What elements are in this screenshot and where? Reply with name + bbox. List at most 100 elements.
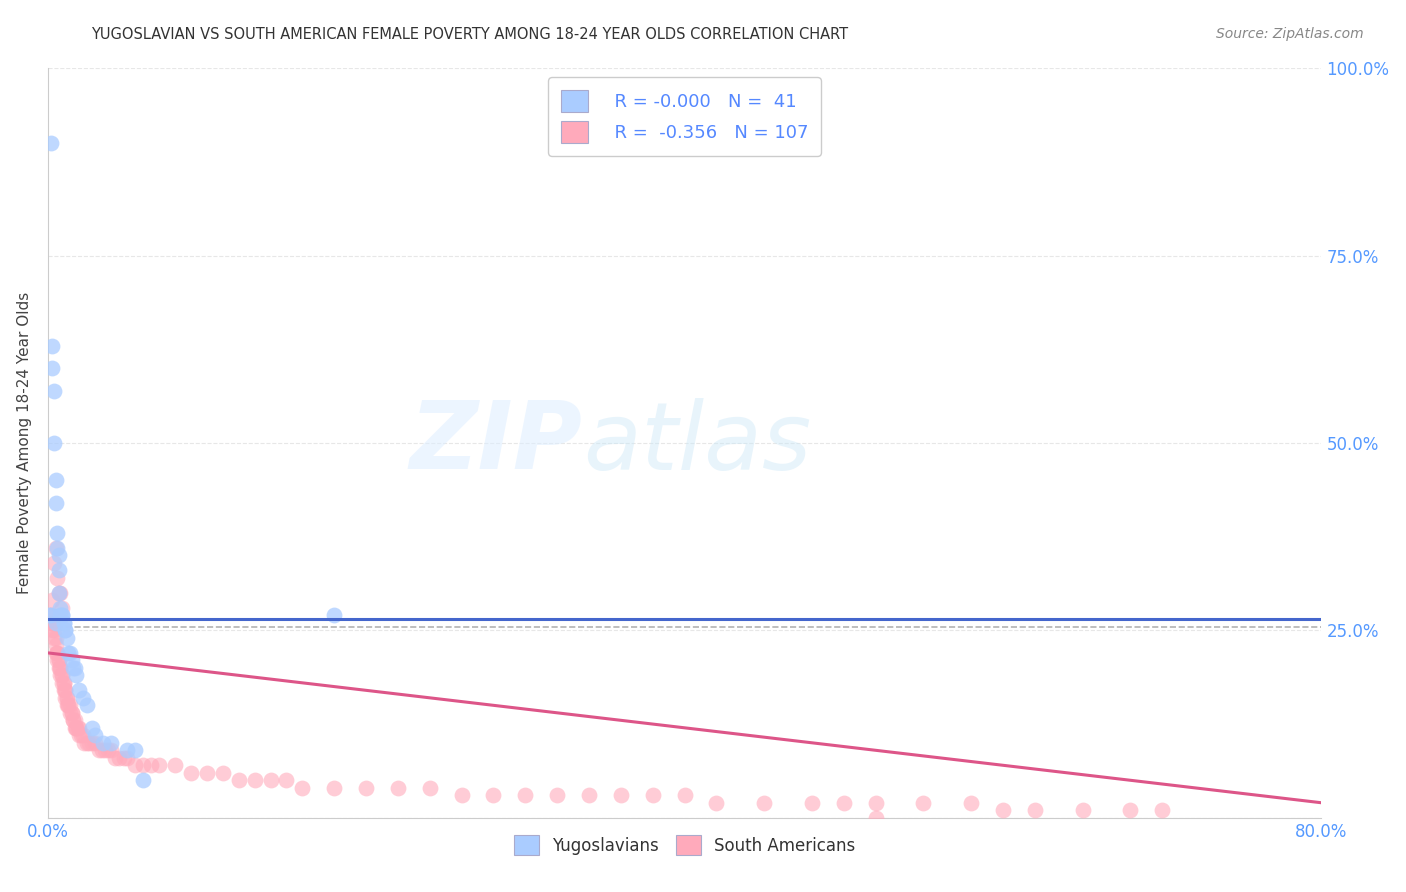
Point — [1119, 803, 1142, 817]
Point — [52, 676, 75, 690]
Point — [62, 714, 84, 728]
Point — [51, 608, 73, 623]
Point — [46, 571, 69, 585]
Point — [53, 683, 76, 698]
Point — [46, 653, 69, 667]
Point — [163, 758, 186, 772]
Point — [610, 789, 633, 803]
Point — [41, 593, 63, 607]
Point — [42, 436, 65, 450]
Point — [41, 361, 63, 376]
Point — [42, 384, 65, 398]
Point — [70, 728, 93, 742]
Point — [53, 690, 76, 705]
Point — [673, 789, 696, 803]
Point — [49, 586, 72, 600]
Point — [39, 608, 62, 623]
Point — [578, 789, 600, 803]
Point — [55, 631, 77, 645]
Point — [41, 624, 63, 638]
Point — [48, 563, 70, 577]
Point — [77, 736, 100, 750]
Point — [912, 796, 935, 810]
Point — [48, 661, 70, 675]
Point — [42, 624, 65, 638]
Point — [97, 743, 120, 757]
Point — [276, 773, 298, 788]
Point — [865, 796, 887, 810]
Point — [387, 780, 409, 795]
Point — [45, 615, 67, 630]
Point — [52, 683, 75, 698]
Point — [60, 706, 83, 720]
Point — [60, 706, 83, 720]
Point — [58, 646, 80, 660]
Point — [124, 758, 146, 772]
Point — [45, 639, 67, 653]
Point — [1024, 803, 1046, 817]
Point — [482, 789, 505, 803]
Point — [58, 698, 80, 713]
Point — [53, 624, 76, 638]
Point — [228, 773, 250, 788]
Point — [59, 706, 82, 720]
Point — [46, 525, 69, 540]
Point — [65, 721, 87, 735]
Point — [211, 765, 233, 780]
Point — [65, 721, 87, 735]
Point — [46, 541, 69, 555]
Point — [90, 743, 112, 757]
Point — [72, 728, 94, 742]
Point — [73, 736, 96, 750]
Point — [323, 608, 346, 623]
Point — [800, 796, 823, 810]
Point — [60, 653, 83, 667]
Point — [72, 690, 94, 705]
Point — [49, 600, 72, 615]
Point — [48, 653, 70, 667]
Point — [1152, 803, 1174, 817]
Point — [51, 668, 73, 682]
Point — [69, 728, 91, 742]
Point — [132, 758, 155, 772]
Text: ZIP: ZIP — [409, 397, 582, 489]
Point — [195, 765, 218, 780]
Text: YUGOSLAVIAN VS SOUTH AMERICAN FEMALE POVERTY AMONG 18-24 YEAR OLDS CORRELATION C: YUGOSLAVIAN VS SOUTH AMERICAN FEMALE POV… — [91, 27, 848, 42]
Point — [82, 736, 104, 750]
Point — [117, 751, 139, 765]
Point — [46, 646, 69, 660]
Point — [139, 758, 162, 772]
Point — [48, 549, 70, 563]
Point — [515, 789, 537, 803]
Point — [63, 661, 86, 675]
Point — [48, 586, 70, 600]
Legend: Yugoslavians, South Americans: Yugoslavians, South Americans — [508, 828, 862, 862]
Point — [49, 661, 72, 675]
Point — [45, 474, 67, 488]
Point — [39, 136, 62, 151]
Point — [991, 803, 1014, 817]
Point — [51, 676, 73, 690]
Point — [76, 736, 98, 750]
Point — [87, 743, 110, 757]
Point — [76, 698, 98, 713]
Y-axis label: Female Poverty Among 18-24 Year Olds: Female Poverty Among 18-24 Year Olds — [17, 292, 32, 594]
Point — [48, 653, 70, 667]
Point — [52, 615, 75, 630]
Point — [84, 728, 107, 742]
Point — [259, 773, 281, 788]
Point — [38, 608, 60, 623]
Point — [42, 556, 65, 570]
Point — [59, 698, 82, 713]
Point — [419, 780, 441, 795]
Point — [53, 683, 76, 698]
Point — [94, 743, 117, 757]
Point — [41, 615, 63, 630]
Point — [58, 698, 80, 713]
Point — [450, 789, 472, 803]
Point — [49, 661, 72, 675]
Point — [243, 773, 266, 788]
Point — [103, 751, 125, 765]
Point — [323, 780, 346, 795]
Point — [55, 690, 77, 705]
